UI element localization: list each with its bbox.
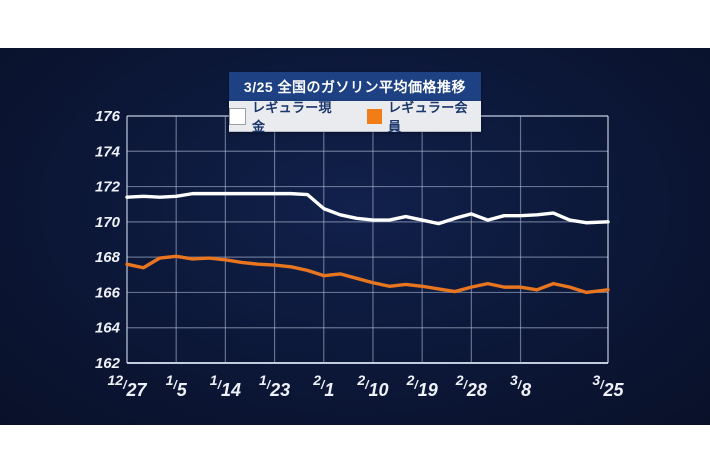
regular-member-swatch-icon bbox=[367, 108, 382, 124]
series-line-regular-cash bbox=[125, 191, 610, 226]
y-tick-label-172: 172 bbox=[95, 179, 121, 196]
regular-cash-swatch-icon bbox=[229, 107, 246, 125]
legend-label-regular-member: レギュラー会員 bbox=[388, 100, 468, 134]
series-line-regular-member bbox=[125, 254, 610, 295]
x-tick-label-1-23: 1/23 bbox=[259, 372, 290, 400]
legend-item-regular-member: レギュラー会員 bbox=[367, 97, 481, 135]
legend-item-regular-cash: レギュラー現金 bbox=[229, 97, 345, 135]
x-tick-label-1-5: 1/5 bbox=[166, 372, 188, 400]
y-tick-label-174: 174 bbox=[95, 143, 121, 160]
legend-label-regular-cash: レギュラー現金 bbox=[252, 100, 332, 134]
y-tick-label-168: 168 bbox=[95, 249, 121, 266]
x-tick-label-2-10: 2/10 bbox=[356, 372, 388, 400]
x-tick-label-2-28: 2/28 bbox=[455, 372, 487, 400]
y-tick-label-166: 166 bbox=[95, 284, 121, 301]
x-tick-label-1-14: 1/14 bbox=[210, 372, 241, 400]
y-tick-label-164: 164 bbox=[95, 320, 121, 337]
x-tick-label-3-25: 3/25 bbox=[592, 372, 624, 400]
x-tick-label-2-19: 2/19 bbox=[406, 372, 438, 400]
y-tick-label-170: 170 bbox=[95, 214, 121, 231]
page-title: 3/25 全国のガソリン平均価格推移 bbox=[243, 78, 467, 95]
x-tick-label-3-8: 3/8 bbox=[510, 372, 531, 400]
x-tick-label-2-1: 2/1 bbox=[312, 372, 334, 400]
chart-legend: レギュラー現金 レギュラー会員 bbox=[229, 100, 481, 134]
x-tick-label-12-27: 12/27 bbox=[108, 372, 148, 400]
y-tick-label-176: 176 bbox=[95, 108, 121, 125]
title-banner: 3/25 全国のガソリン平均価格推移 bbox=[229, 72, 481, 101]
chart-panel: 176 174 172 170 168 166 164 162 12/27 1/5 1/14 1/23… bbox=[0, 48, 710, 425]
y-tick-label-162: 162 bbox=[95, 355, 121, 372]
